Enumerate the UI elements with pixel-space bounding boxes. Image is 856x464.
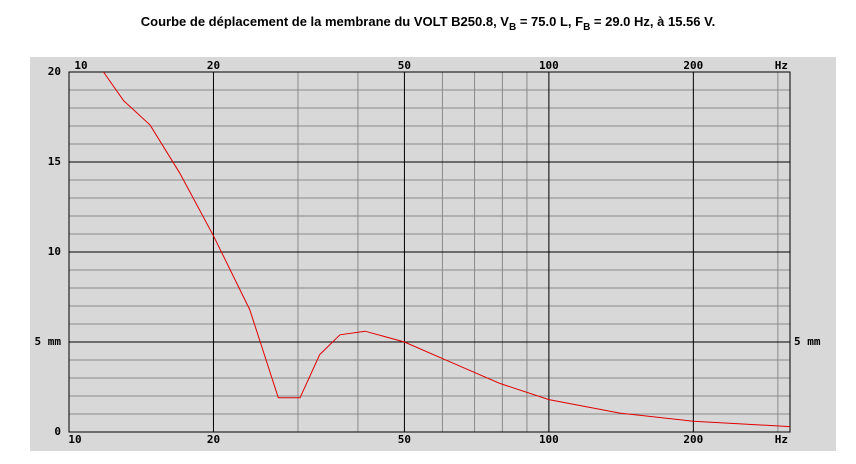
x-tick-label: 20 — [207, 433, 220, 446]
x-tick-label: 100 — [539, 433, 559, 446]
y-tick-label-right: 5 mm — [794, 335, 821, 348]
marks — [103, 72, 790, 428]
x-tick-label: 200 — [683, 433, 703, 446]
x-unit-label: Hz — [775, 433, 788, 446]
y-tick-label: 15 — [48, 155, 61, 168]
x-tick-label-top: 20 — [207, 59, 220, 72]
x-tick-label: 50 — [398, 433, 411, 446]
x-tick-label-top: 200 — [683, 59, 703, 72]
y-tick-label: 10 — [48, 245, 61, 258]
chart-title: Courbe de déplacement de la membrane du … — [141, 14, 715, 33]
chart-background — [30, 57, 836, 451]
x-unit-label-top: Hz — [775, 59, 788, 72]
x-tick-label-top: 10 — [74, 59, 87, 72]
y-tick-label: 20 — [48, 65, 61, 78]
grid — [68, 71, 791, 433]
title-text: Courbe de déplacement de la membrane du … — [141, 14, 510, 29]
y-tick-label: 0 — [54, 425, 61, 438]
plot-frame — [68, 71, 791, 433]
title-subscript: B — [583, 22, 590, 33]
title-subscript: B — [509, 22, 516, 33]
labels: 0 5 mm 5 mm 10 15 20 10 10 20 20 50 50 100 100 200 200 H… — [35, 59, 821, 446]
x-tick-label-top: 50 — [398, 59, 411, 72]
y-tick-label: 5 mm — [35, 335, 62, 348]
x-tick-label: 10 — [68, 433, 81, 446]
title-text: = 75.0 L, F — [516, 14, 583, 29]
data-line — [103, 72, 790, 428]
title-text: = 29.0 Hz, à 15.56 V. — [590, 14, 715, 29]
x-tick-label-top: 100 — [539, 59, 559, 72]
